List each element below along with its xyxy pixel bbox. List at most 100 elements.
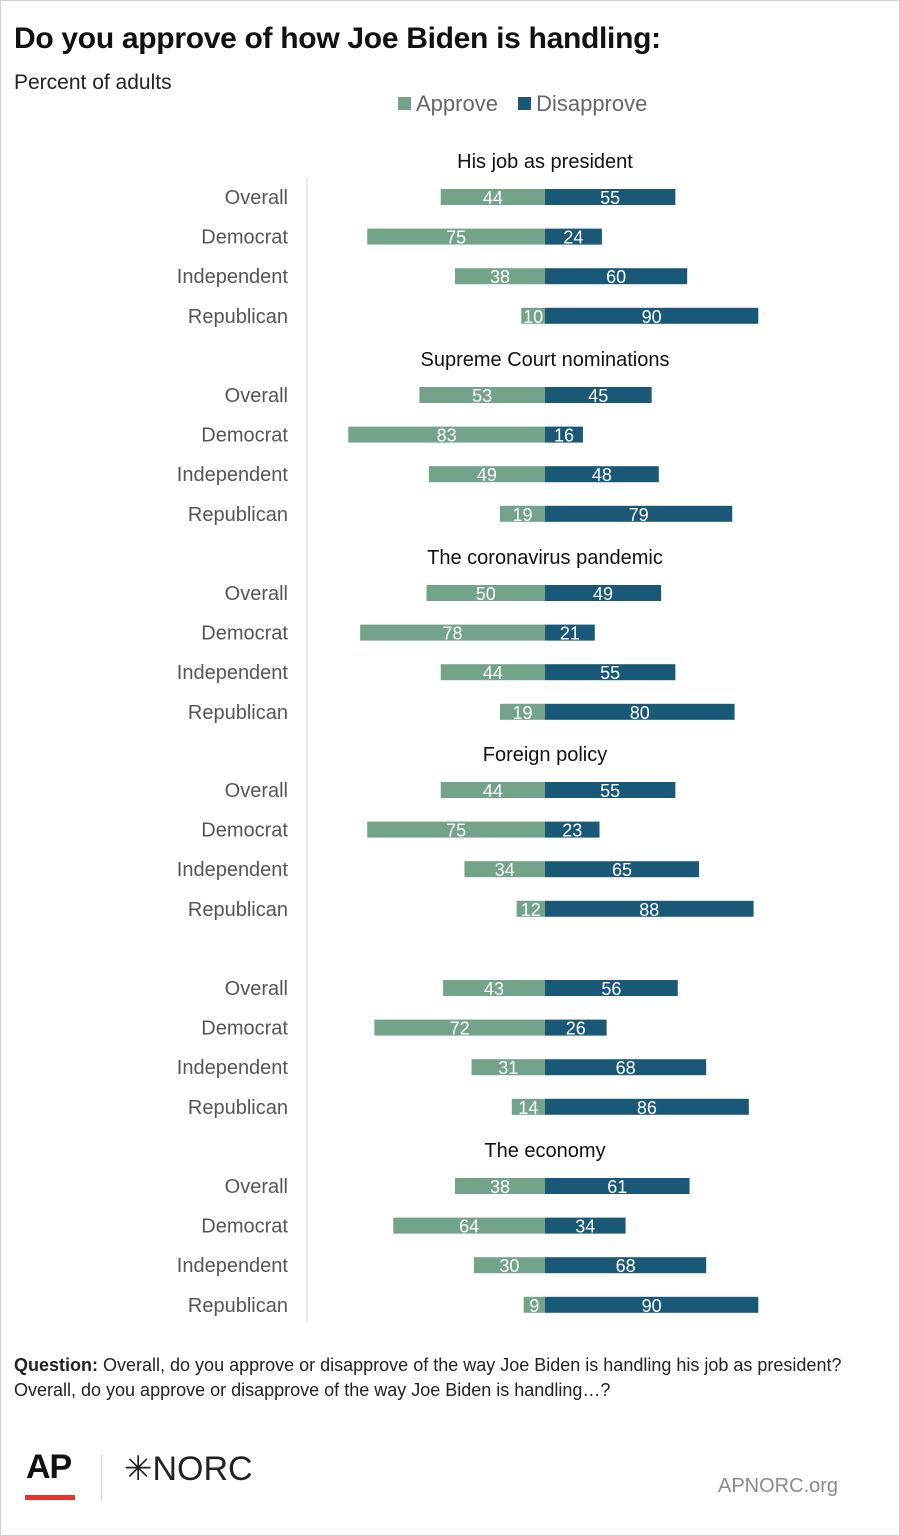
category-label: Independent bbox=[177, 662, 289, 684]
category-label: Overall bbox=[225, 780, 288, 802]
disapprove-bar bbox=[545, 861, 700, 878]
category-label: Independent bbox=[177, 1057, 289, 1079]
approve-bar bbox=[499, 505, 545, 522]
approve-value-label: 50 bbox=[476, 584, 496, 604]
disapprove-value-label: 16 bbox=[554, 426, 574, 446]
site-url: APNORC.org bbox=[718, 1475, 839, 1497]
approve-bar bbox=[393, 1217, 545, 1234]
approve-bar bbox=[454, 268, 545, 285]
disapprove-value-label: 90 bbox=[642, 1296, 662, 1316]
approve-value-label: 34 bbox=[495, 860, 515, 880]
approve-value-label: 10 bbox=[523, 307, 543, 327]
approve-value-label: 12 bbox=[521, 900, 541, 920]
approve-bar bbox=[374, 1019, 545, 1036]
approve-value-label: 75 bbox=[446, 821, 466, 841]
panel-title: The economy bbox=[484, 1140, 605, 1162]
disapprove-bar bbox=[545, 228, 602, 245]
disapprove-bar bbox=[545, 821, 600, 838]
disapprove-bar bbox=[545, 387, 652, 403]
legend-swatch-disapprove bbox=[518, 96, 532, 110]
approve-value-label: 19 bbox=[512, 703, 532, 723]
disapprove-value-label: 49 bbox=[593, 584, 613, 604]
disapprove-value-label: 56 bbox=[601, 979, 621, 999]
diverging-bar-chart: His job as president Overall 44 55 Democrat 7… bbox=[177, 151, 759, 1322]
chart-title: Do you approve of how Joe Biden is handl… bbox=[14, 22, 661, 55]
category-label: Republican bbox=[188, 1295, 288, 1317]
disapprove-value-label: 88 bbox=[639, 900, 659, 920]
approve-bar bbox=[426, 585, 545, 601]
category-label: Republican bbox=[188, 306, 288, 328]
disapprove-value-label: 45 bbox=[588, 386, 608, 406]
chart-subtitle: Percent of adults bbox=[14, 71, 172, 94]
category-label: Overall bbox=[225, 1176, 288, 1198]
disapprove-value-label: 34 bbox=[575, 1217, 595, 1237]
approve-bar bbox=[523, 1296, 545, 1313]
disapprove-bar bbox=[545, 900, 754, 917]
panel-title: Supreme Court nominations bbox=[420, 349, 669, 371]
disapprove-value-label: 79 bbox=[629, 505, 649, 525]
ap-logo-underline bbox=[25, 1495, 75, 1500]
category-label: Democrat bbox=[201, 820, 288, 842]
disapprove-bar bbox=[545, 980, 678, 996]
category-label: Democrat bbox=[201, 1216, 288, 1238]
legend-item-disapprove: Disapprove bbox=[518, 91, 647, 116]
category-label: Overall bbox=[225, 978, 288, 1000]
approve-value-label: 78 bbox=[443, 624, 463, 644]
approve-value-label: 49 bbox=[477, 465, 497, 485]
category-label: Independent bbox=[177, 464, 289, 486]
approve-bar bbox=[499, 703, 545, 720]
approve-bar bbox=[440, 664, 545, 681]
approve-bar bbox=[521, 307, 545, 324]
category-label: Republican bbox=[188, 702, 288, 724]
panel-title: The coronavirus pandemic bbox=[427, 547, 663, 569]
approve-bar bbox=[511, 1098, 545, 1115]
footnote-question: Question: Overall, do you approve or dis… bbox=[14, 1353, 874, 1378]
legend-label-approve: Approve bbox=[416, 91, 498, 116]
panel-title: His job as president bbox=[457, 151, 633, 173]
disapprove-value-label: 26 bbox=[566, 1019, 586, 1039]
footnote: Question: Overall, do you approve or dis… bbox=[14, 1353, 874, 1403]
disapprove-value-label: 55 bbox=[600, 781, 620, 801]
disapprove-value-label: 86 bbox=[637, 1098, 657, 1118]
footnote-question-text: Overall, do you approve or disapprove of… bbox=[103, 1355, 842, 1375]
category-label: Republican bbox=[188, 899, 288, 921]
category-label: Republican bbox=[188, 504, 288, 526]
disapprove-bar bbox=[545, 268, 688, 285]
approve-bar bbox=[440, 189, 545, 205]
approve-value-label: 38 bbox=[490, 1177, 510, 1197]
approve-bar bbox=[464, 861, 545, 878]
approve-bar bbox=[440, 782, 545, 798]
approve-value-label: 38 bbox=[490, 267, 510, 287]
approve-bar bbox=[443, 980, 545, 996]
approve-value-label: 64 bbox=[459, 1217, 479, 1237]
disapprove-value-label: 65 bbox=[612, 860, 632, 880]
approve-bar bbox=[367, 821, 545, 838]
category-label: Republican bbox=[188, 1097, 288, 1119]
legend: Approve Disapprove bbox=[398, 91, 661, 117]
approve-bar bbox=[471, 1059, 545, 1076]
category-label: Democrat bbox=[201, 227, 288, 249]
approve-value-label: 9 bbox=[529, 1296, 539, 1316]
disapprove-bar bbox=[545, 1059, 707, 1076]
approve-bar bbox=[454, 1178, 545, 1194]
approve-value-label: 44 bbox=[483, 188, 503, 208]
category-label: Overall bbox=[225, 385, 288, 407]
footnote-question-label: Question: bbox=[14, 1355, 98, 1375]
approve-value-label: 44 bbox=[483, 781, 503, 801]
approve-bar bbox=[419, 387, 545, 403]
disapprove-value-label: 24 bbox=[563, 228, 583, 248]
disapprove-value-label: 68 bbox=[616, 1058, 636, 1078]
disapprove-bar bbox=[545, 585, 662, 601]
ap-logo: AP bbox=[26, 1448, 72, 1486]
disapprove-bar bbox=[545, 782, 676, 798]
approve-bar bbox=[348, 426, 545, 443]
category-label: Democrat bbox=[201, 1018, 288, 1040]
disapprove-value-label: 60 bbox=[606, 267, 626, 287]
approve-value-label: 83 bbox=[437, 426, 457, 446]
approve-value-label: 30 bbox=[499, 1256, 519, 1276]
disapprove-value-label: 68 bbox=[616, 1256, 636, 1276]
disapprove-value-label: 48 bbox=[592, 465, 612, 485]
disapprove-bar bbox=[545, 664, 676, 681]
disapprove-value-label: 55 bbox=[600, 188, 620, 208]
disapprove-value-label: 23 bbox=[562, 821, 582, 841]
